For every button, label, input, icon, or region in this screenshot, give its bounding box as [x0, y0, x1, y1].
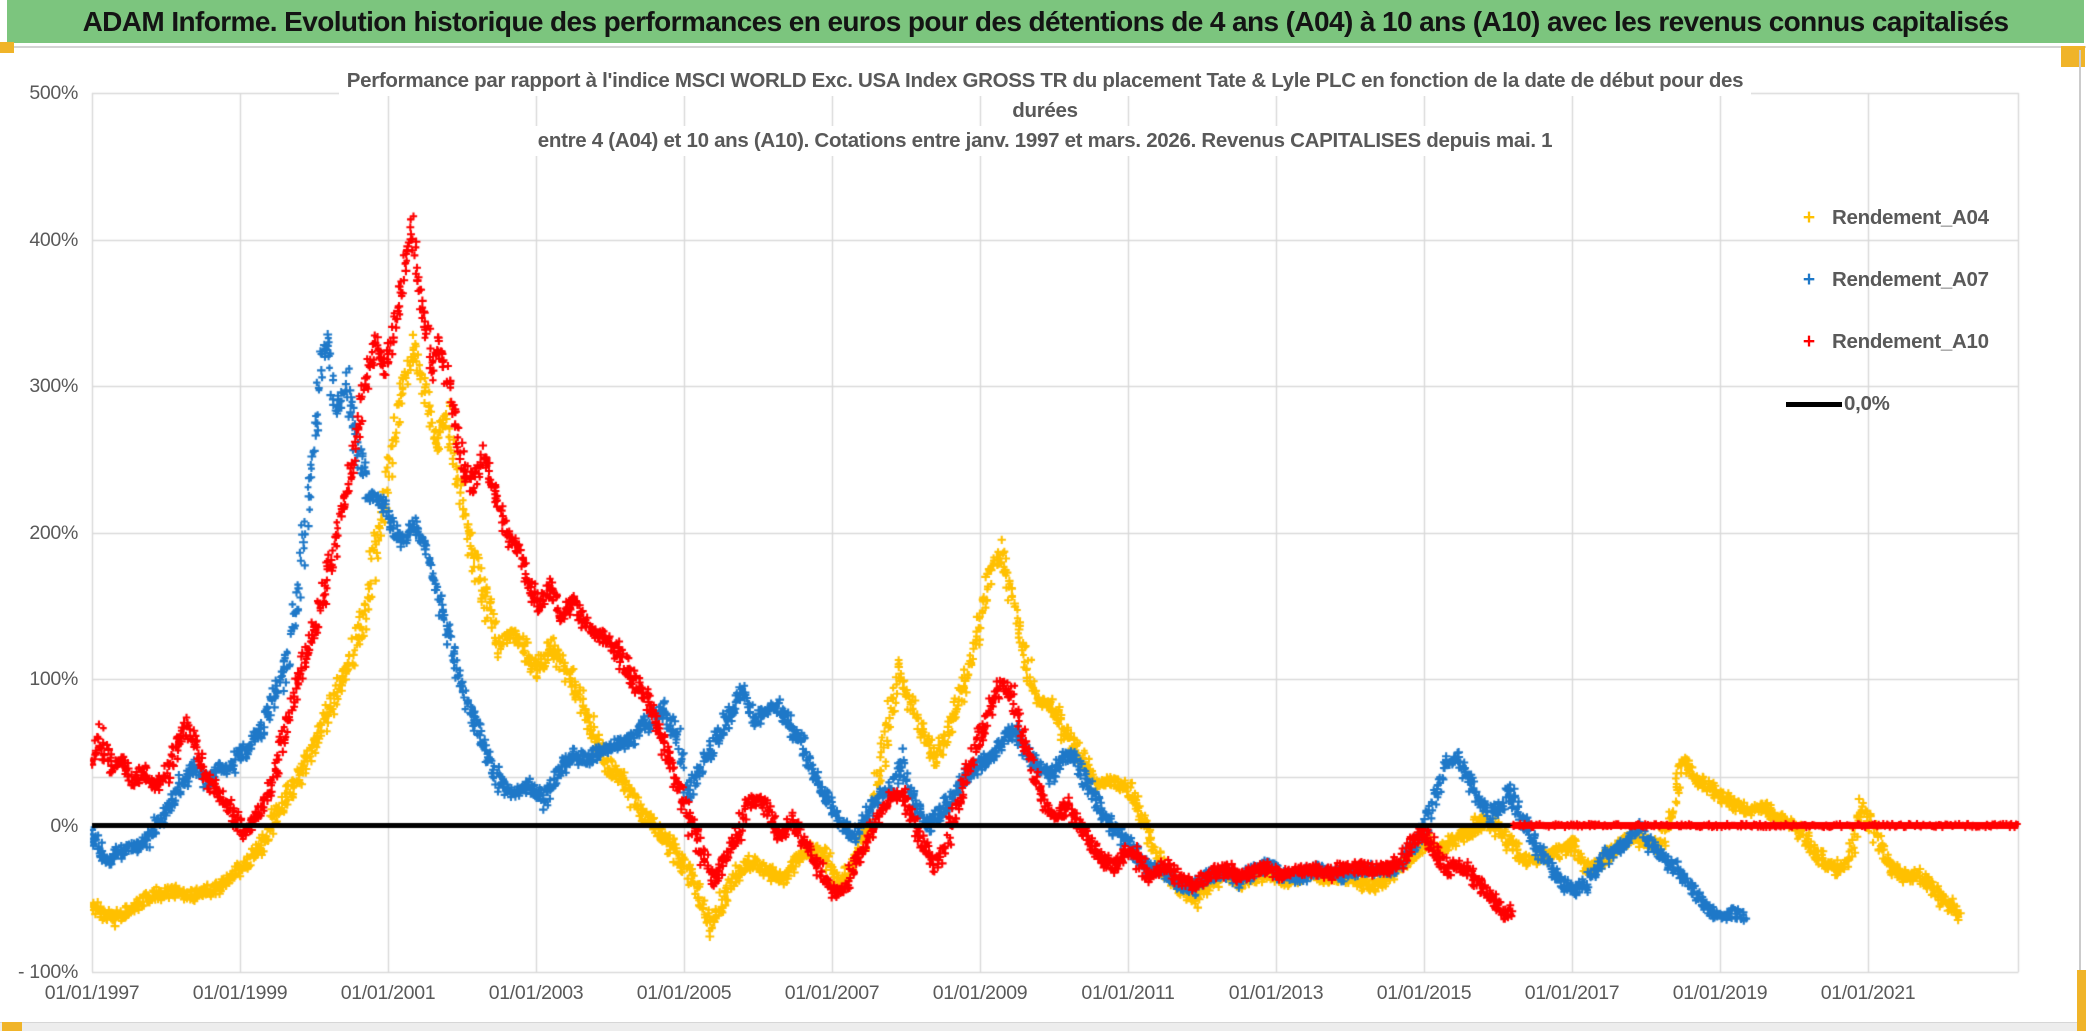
x-axis-label: 01/01/2003 — [488, 982, 584, 1004]
legend-item: + Rendement_A10 — [1786, 311, 1989, 373]
x-axis-label: 01/01/2013 — [1228, 982, 1324, 1004]
y-axis-label: 100% — [29, 668, 78, 690]
legend-label: Rendement_A10 — [1832, 330, 1989, 353]
legend-plus-marker-icon: + — [1802, 330, 1816, 353]
legend-label: 0,0% — [1844, 392, 1890, 415]
legend-item: 0,0% — [1786, 373, 1989, 435]
legend-plus-marker-icon: + — [1802, 268, 1816, 291]
frame-accent-bottom-right — [2077, 970, 2086, 1031]
y-axis-label: 500% — [29, 82, 78, 104]
legend-line-swatch — [1786, 401, 1842, 407]
x-axis-label: 01/01/2005 — [636, 982, 732, 1004]
x-axis-label: 01/01/2017 — [1524, 982, 1620, 1004]
x-axis-label: 01/01/2015 — [1376, 982, 1472, 1004]
y-axis-label: 400% — [29, 228, 78, 251]
legend: + Rendement_A04 + Rendement_A07 + Rendement_A… — [1786, 187, 1989, 435]
x-axis-label: 01/01/1997 — [44, 982, 140, 1004]
y-axis-label: 300% — [29, 375, 78, 397]
y-axis-label: 200% — [29, 521, 78, 544]
x-axis-label: 01/01/2021 — [1820, 982, 1916, 1004]
x-axis-label: 01/01/1999 — [192, 982, 288, 1004]
y-axis-label: - 100% — [18, 961, 78, 983]
legend-item: + Rendement_A04 — [1786, 187, 1989, 249]
legend-plus-marker-icon: + — [1802, 206, 1816, 229]
legend-label: Rendement_A04 — [1832, 206, 1989, 229]
frame-right-border — [2079, 50, 2081, 970]
y-axis-label: 0% — [50, 814, 78, 837]
x-axis-label: 01/01/2009 — [932, 982, 1028, 1004]
x-axis-label: 01/01/2001 — [340, 982, 436, 1004]
bottom-scrollbar-track[interactable] — [0, 1022, 2086, 1031]
frame-accent-bottom-left — [2, 1022, 22, 1031]
x-axis-label: 01/01/2011 — [1081, 982, 1175, 1004]
x-axis-label: 01/01/2019 — [1672, 982, 1768, 1004]
legend-label: Rendement_A07 — [1832, 268, 1989, 291]
legend-item: + Rendement_A07 — [1786, 249, 1989, 311]
x-axis-label: 01/01/2007 — [784, 982, 880, 1004]
